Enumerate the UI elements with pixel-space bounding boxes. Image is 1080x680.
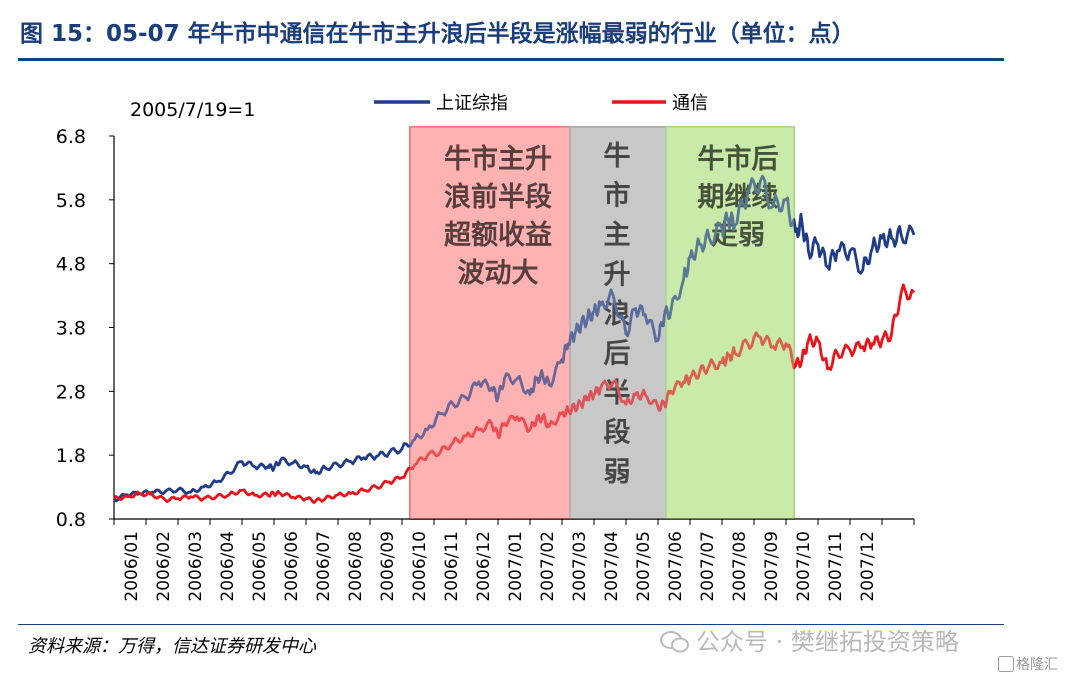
x-tick-label: 2006/02 — [154, 531, 174, 602]
x-tick-label: 2007/04 — [602, 531, 622, 602]
y-tick-label: 5.8 — [56, 190, 86, 212]
logo-icon — [998, 656, 1014, 672]
title-divider — [18, 58, 1004, 61]
x-tick-label: 2007/05 — [634, 531, 654, 602]
x-tick-label: 2006/05 — [250, 531, 270, 602]
series-lines — [113, 127, 916, 519]
x-tick-label: 2006/07 — [314, 531, 334, 602]
x-tick-label: 2006/04 — [218, 531, 238, 602]
shaded-region-tint-1 — [410, 127, 570, 519]
y-tick-label: 4.8 — [56, 254, 86, 276]
region-1-label-line: 超额收益 — [444, 220, 552, 251]
shaded-regions — [409, 126, 795, 520]
region-2-label-line: 牛 — [604, 141, 631, 172]
x-tick-label: 2006/06 — [282, 531, 302, 602]
x-tick-label: 2007/02 — [538, 531, 558, 602]
region-1-label-line: 牛市主升 — [444, 143, 552, 175]
x-tick-label: 2007/06 — [666, 531, 686, 602]
x-tick-label: 2007/07 — [698, 531, 718, 602]
shaded-region-3 — [665, 126, 795, 520]
x-tick-label: 2007/11 — [826, 531, 846, 602]
region-2-label-line: 后 — [604, 339, 631, 370]
series-line-shcomp — [113, 174, 916, 503]
footer-divider — [18, 624, 1004, 625]
x-tick-label: 2007/03 — [570, 531, 590, 602]
region-1-label-line: 波动大 — [458, 258, 539, 289]
logo-text: 格隆汇 — [1016, 657, 1058, 673]
shaded-region-tint-3 — [666, 127, 794, 519]
region-1-label-line: 浪前半段 — [444, 181, 552, 213]
x-tick-label: 2006/01 — [122, 531, 142, 602]
y-tick-label: 0.8 — [56, 509, 86, 531]
series-line-telecom — [113, 283, 915, 504]
x-tick-label: 2007/12 — [858, 531, 878, 602]
region-2-label-line: 主 — [604, 220, 631, 251]
source-note: 资料来源：万得，信达证券研发中心 — [28, 636, 316, 657]
legend: 上证综指 通信 — [374, 93, 708, 114]
legend-label-telecom: 通信 — [672, 93, 708, 114]
x-tick-label: 2006/10 — [410, 531, 430, 602]
wechat-icon — [660, 631, 689, 653]
x-tick-label: 2007/08 — [730, 531, 750, 602]
x-tick-label: 2006/08 — [346, 531, 366, 602]
region-2-label-line: 段 — [604, 418, 631, 449]
y-tick-label: 3.8 — [56, 318, 86, 340]
x-tick-label: 2007/01 — [506, 531, 526, 602]
legend-label-shcomp: 上证综指 — [436, 93, 508, 114]
x-tick-label: 2006/11 — [442, 531, 462, 602]
baseline-note: 2005/7/19=1 — [130, 99, 255, 121]
x-tick-label: 2007/10 — [794, 531, 814, 602]
shaded-region-1 — [409, 126, 571, 520]
region-2-label-line: 弱 — [604, 457, 631, 488]
watermark-text: 公众号 · 樊继拓投资策略 — [696, 628, 959, 656]
watermark: 公众号 · 樊继拓投资策略 — [660, 622, 959, 657]
y-tick-label: 6.8 — [56, 126, 86, 148]
y-tick-label: 1.8 — [56, 445, 86, 467]
region-3-label-line: 牛市后 — [698, 143, 779, 175]
figure-title: 图 15：05-07 年牛市中通信在牛市主升浪后半段是涨幅最弱的行业（单位：点） — [20, 21, 855, 47]
region-2-label-line: 市 — [604, 180, 631, 212]
x-tick-label: 2007/09 — [762, 531, 782, 602]
x-tick-label: 2006/09 — [378, 531, 398, 602]
logo: 格隆汇 — [998, 654, 1058, 674]
axes: 0.8 1.8 2.8 3.8 4.8 5.8 6.8 2006/01 2006/02 2006/… — [56, 126, 915, 602]
x-tick-label: 2006/03 — [186, 531, 206, 602]
region-2-label-line: 升 — [604, 260, 631, 291]
y-tick-label: 2.8 — [56, 381, 86, 403]
shaded-region-tint-2 — [570, 127, 666, 519]
x-tick-label: 2006/12 — [474, 531, 494, 602]
